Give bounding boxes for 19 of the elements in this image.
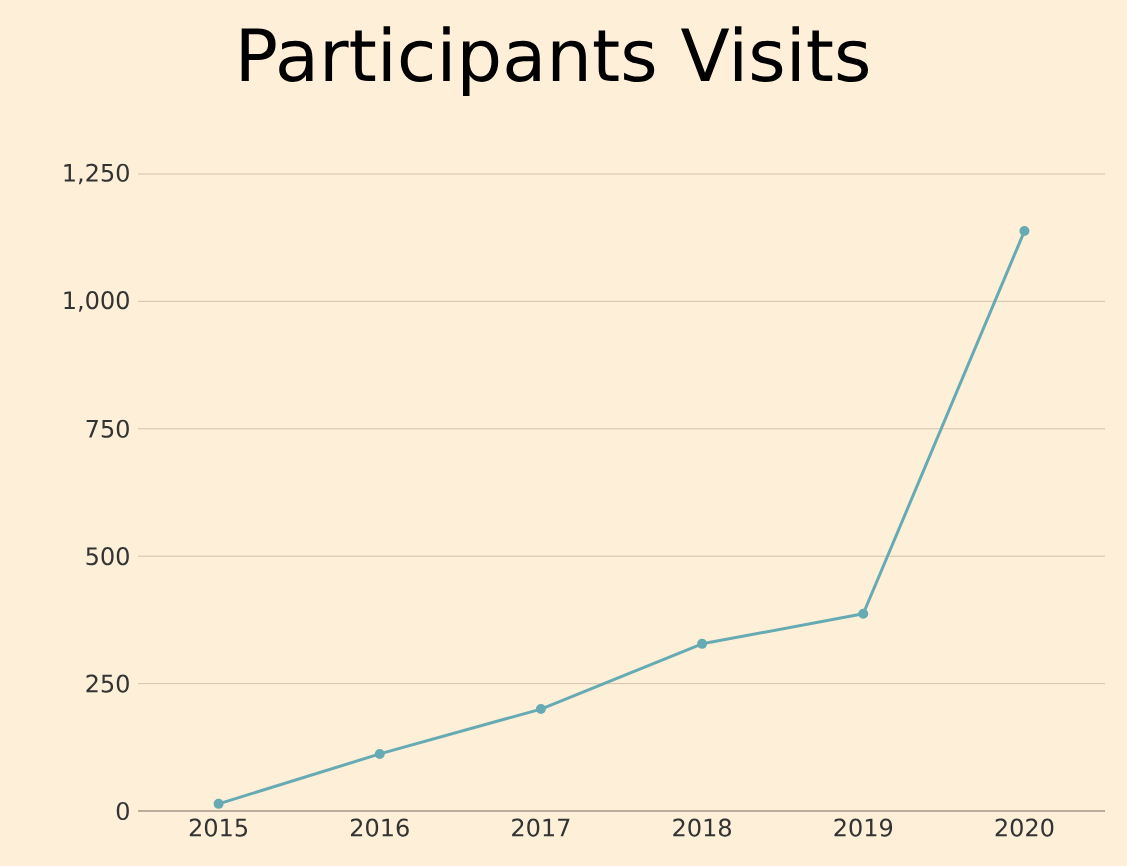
x-tick-label: 2020	[995, 818, 1054, 837]
point	[374, 748, 385, 759]
y-tick-label: 0	[116, 801, 129, 821]
y-tick-label: 1,250	[64, 163, 129, 185]
point	[535, 704, 546, 715]
point	[213, 798, 224, 809]
x-tick-label: 2015	[189, 818, 248, 837]
x-tick-label: 2016	[350, 818, 409, 837]
x-tick-label: 2017	[512, 818, 570, 837]
point	[858, 608, 869, 619]
x-tick-label: 2019	[834, 818, 893, 837]
y-tick-label: 250	[86, 674, 129, 693]
point	[1019, 226, 1030, 237]
y-tick-label: 1,000	[64, 291, 129, 312]
y-tick-label: 750	[86, 419, 129, 438]
point	[697, 638, 708, 649]
y-tick-label: 500	[86, 547, 129, 566]
chart-title: Participants Visits	[241, 26, 868, 96]
x-tick-label: 2018	[673, 818, 731, 837]
